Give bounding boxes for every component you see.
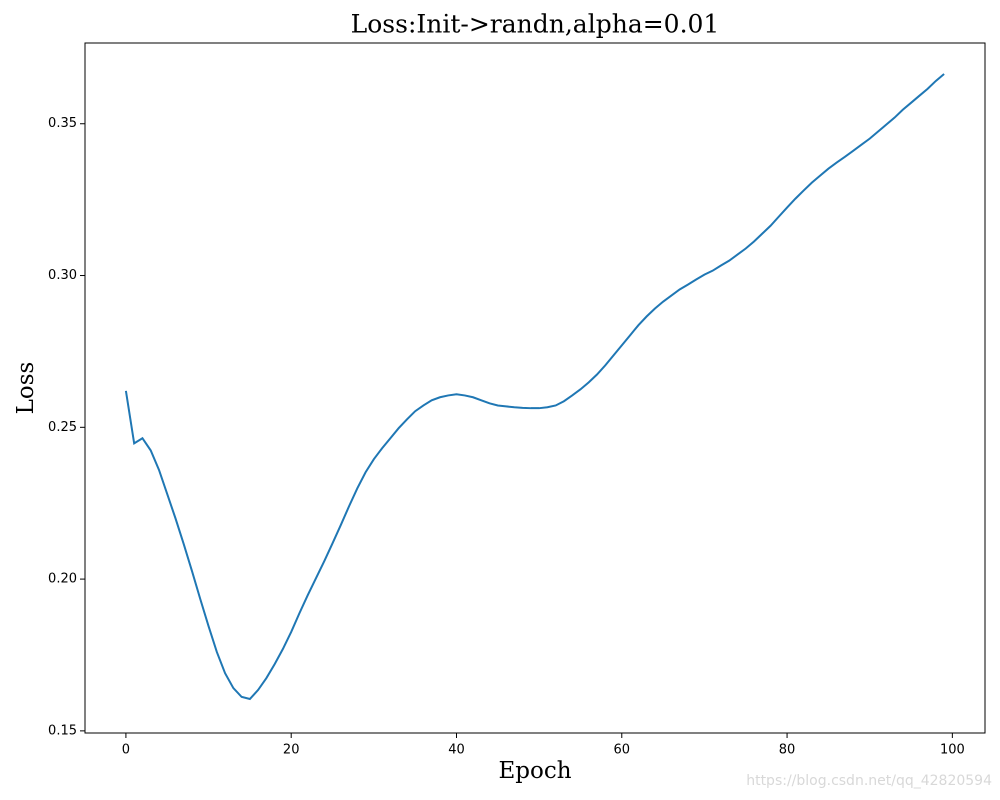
x-axis-label: Epoch: [498, 758, 571, 784]
x-tick-label: 40: [448, 743, 465, 758]
x-tick-label: 80: [779, 743, 796, 758]
y-tick-label: 0.25: [48, 420, 77, 435]
y-axis-label: Loss: [13, 362, 39, 415]
y-tick-label: 0.15: [48, 723, 77, 738]
x-tick-label: 0: [122, 743, 130, 758]
x-tick-label: 20: [283, 743, 300, 758]
y-tick-label: 0.35: [48, 116, 77, 131]
x-tick-label: 100: [940, 743, 965, 758]
y-tick-label: 0.20: [48, 572, 77, 587]
plot-frame: [84, 42, 986, 734]
watermark: https://blog.csdn.net/qq_42820594: [746, 773, 992, 789]
y-tick-label: 0.30: [48, 268, 77, 283]
line-series: [124, 73, 945, 701]
x-tick-label: 60: [614, 743, 631, 758]
chart-title: Loss:Init->randn,alpha=0.01: [351, 10, 720, 39]
